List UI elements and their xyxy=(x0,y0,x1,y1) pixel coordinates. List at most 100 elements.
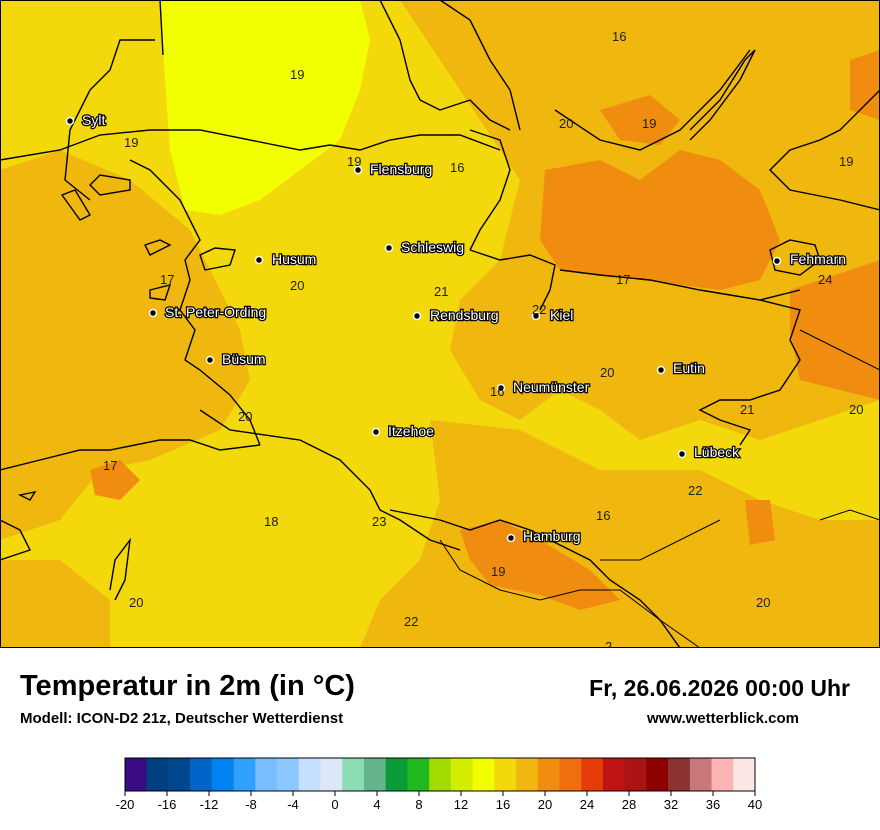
color-scale-box xyxy=(363,758,387,791)
temperature-zone-22 xyxy=(90,50,880,610)
city-label: Hamburg xyxy=(523,528,581,544)
color-scale-tick-label: 4 xyxy=(373,797,380,812)
city-label: Fehmarn xyxy=(790,251,846,267)
color-scale-tick-label: 40 xyxy=(748,797,762,812)
city-fehmarn[interactable]: Fehmarn xyxy=(772,250,847,268)
color-scale-tick-label: 16 xyxy=(496,797,510,812)
color-scale-tick-label: 32 xyxy=(664,797,678,812)
city-label: Sylt xyxy=(82,112,105,128)
city-flensburg[interactable]: Flensburg xyxy=(353,160,434,178)
forecast-datetime: Fr, 26.06.2026 00:00 Uhr xyxy=(589,675,850,701)
color-scale: -20 -16 -12 -8 -4 0 4 8 12 16 20 24 28 32 36 40 xyxy=(116,757,762,812)
value-label: 16 xyxy=(450,160,464,175)
city-husum[interactable]: Husum xyxy=(254,250,318,268)
value-label: 16 xyxy=(490,384,504,399)
value-label: 22 xyxy=(532,302,546,317)
city-itzehoe[interactable]: Itzehoe xyxy=(371,422,435,440)
city-buesum[interactable]: Büsum xyxy=(205,350,267,368)
city-label: Flensburg xyxy=(370,161,432,177)
value-label: 22 xyxy=(688,483,702,498)
city-sylt[interactable]: Sylt xyxy=(65,111,107,129)
city-neumuenster[interactable]: Neumünster xyxy=(496,378,591,396)
color-scale-box xyxy=(450,758,473,791)
color-scale-tick-label: 20 xyxy=(538,797,552,812)
city-label: Neumünster xyxy=(513,379,590,395)
value-label: 17 xyxy=(160,272,174,287)
city-hamburg[interactable]: Hamburg xyxy=(506,527,582,545)
value-label: 19 xyxy=(491,564,505,579)
value-label: 19 xyxy=(642,116,656,131)
value-label: 19 xyxy=(347,154,361,169)
color-scale-box xyxy=(472,758,495,791)
color-scale-box xyxy=(298,758,321,791)
color-scale-box xyxy=(125,758,148,791)
city-label: Eutin xyxy=(673,360,705,376)
temperature-values: 16 19 19 20 19 19 16 19 17 20 21 17 24 2… xyxy=(103,29,863,648)
website-link[interactable]: www.wetterblick.com xyxy=(647,710,799,727)
color-scale-box xyxy=(277,758,300,791)
color-scale-box xyxy=(494,758,517,791)
value-label: 17 xyxy=(103,458,117,473)
value-label: 21 xyxy=(740,402,754,417)
color-scale-box xyxy=(190,758,213,791)
color-scale-box xyxy=(407,758,430,791)
color-scale-box xyxy=(342,758,365,791)
color-scale-box xyxy=(146,758,169,791)
value-label: 20 xyxy=(600,365,614,380)
city-kiel[interactable]: Kiel xyxy=(531,306,575,324)
coastlines xyxy=(0,0,880,648)
value-label: 18 xyxy=(264,514,278,529)
value-label: 20 xyxy=(129,595,143,610)
color-scale-box xyxy=(668,758,691,791)
color-scale-tick-label: 8 xyxy=(415,797,422,812)
value-label: 20 xyxy=(849,402,863,417)
color-scale-frame xyxy=(124,757,756,792)
city-label: Rendsburg xyxy=(430,307,499,323)
color-scale-box xyxy=(581,758,604,791)
city-label: Schleswig xyxy=(401,239,464,255)
value-label: 22 xyxy=(404,614,418,629)
color-scale-box xyxy=(537,758,560,791)
color-scale-box xyxy=(559,758,582,791)
value-label: 23 xyxy=(372,514,386,529)
city-label: Büsum xyxy=(222,351,266,367)
color-scale-tick-label: -16 xyxy=(158,797,177,812)
value-label: 19 xyxy=(839,154,853,169)
value-label: 21 xyxy=(434,284,448,299)
city-luebeck[interactable]: Lübeck xyxy=(677,443,741,461)
value-label: 24 xyxy=(818,272,832,287)
color-scale-box xyxy=(711,758,734,791)
color-scale-box xyxy=(689,758,712,791)
model-info: Modell: ICON-D2 21z, Deutscher Wetterdie… xyxy=(20,710,344,727)
border-lines xyxy=(439,329,880,648)
value-label: 16 xyxy=(596,508,610,523)
city-schleswig[interactable]: Schleswig xyxy=(384,238,465,256)
color-scale-box xyxy=(602,758,626,791)
color-scale-tick-label: 0 xyxy=(331,797,338,812)
color-scale-box xyxy=(429,758,452,791)
city-label: Kiel xyxy=(550,307,573,323)
color-scale-box xyxy=(516,758,539,791)
color-scale-tick-label: 12 xyxy=(454,797,468,812)
value-label: 20 xyxy=(238,409,252,424)
value-label: 17 xyxy=(616,272,630,287)
value-label: 16 xyxy=(612,29,626,44)
color-scale-box xyxy=(385,758,408,791)
color-scale-tick-label: 36 xyxy=(706,797,720,812)
temperature-zone-16 xyxy=(160,0,370,215)
city-eutin[interactable]: Eutin xyxy=(656,359,706,377)
color-scale-box xyxy=(233,758,256,791)
city-markers: Sylt Flensburg Schleswig Husum Fehmarn S… xyxy=(65,111,847,545)
city-label: Itzehoe xyxy=(388,423,434,439)
color-scale-boxes xyxy=(124,757,756,792)
color-scale-tick-label: 24 xyxy=(580,797,594,812)
color-scale-tick-label: 28 xyxy=(622,797,636,812)
city-st-peter-ording[interactable]: St. Peter-Ording xyxy=(148,303,267,321)
value-label: 2 xyxy=(605,639,612,648)
city-rendsburg[interactable]: Rendsburg xyxy=(412,306,500,324)
color-scale-box xyxy=(168,758,191,791)
value-label: 20 xyxy=(290,278,304,293)
color-scale-tick-label: -20 xyxy=(116,797,135,812)
value-label: 19 xyxy=(290,67,304,82)
color-scale-tick-label: -12 xyxy=(200,797,219,812)
